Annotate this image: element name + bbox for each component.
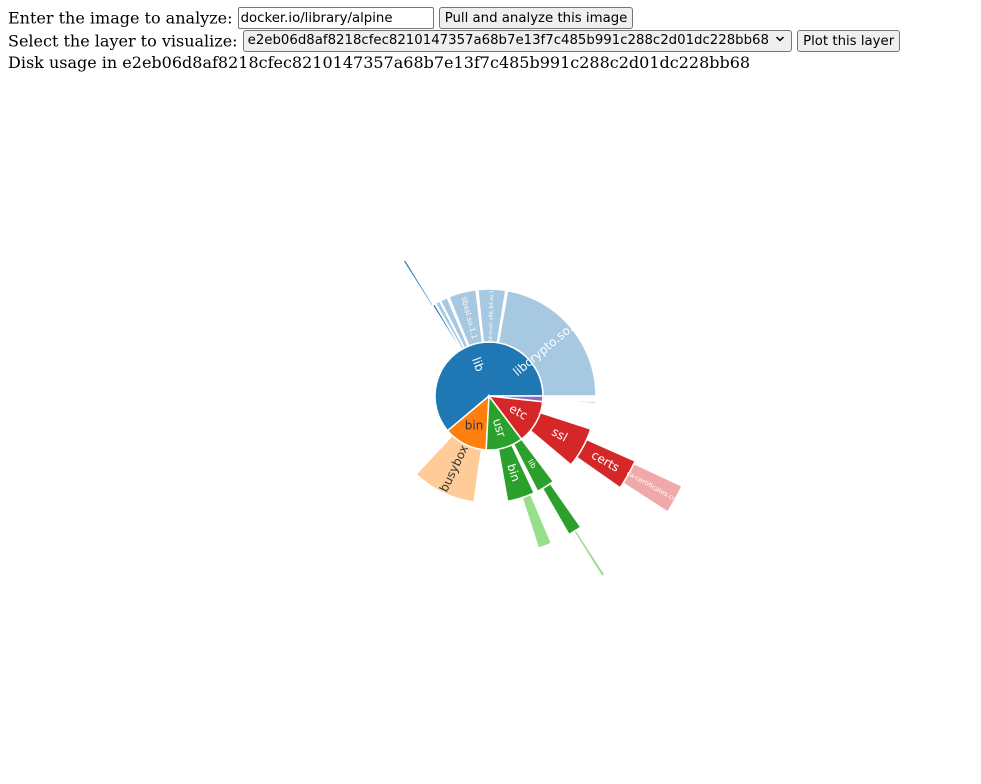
sunburst-segment-ca-certificates-crt[interactable] <box>622 462 684 514</box>
sunburst-label-usr-bin: bin <box>504 462 523 483</box>
sunburst-label-musl-libc: ld-musl-x86_64.so.1 <box>488 290 495 341</box>
layer-select-value: e2eb06d8af8218cfec8210147357a68b7e13f7c4… <box>247 33 769 48</box>
sunburst-segment-libssl-so-1-1[interactable] <box>447 288 484 347</box>
sunburst-label-bin: bin <box>465 418 484 432</box>
pull-analyze-button[interactable]: Pull and analyze this image <box>438 7 634 29</box>
sunburst-label-lib: lib <box>469 355 487 373</box>
disk-usage-title: Disk usage in e2eb06d8af8218cfec82101473… <box>8 53 751 72</box>
sunburst-segment-lib-small-1[interactable] <box>439 296 469 349</box>
image-input[interactable] <box>237 7 434 29</box>
sunburst-label-usr-lib: lib <box>526 458 539 471</box>
sunburst-segment-usr-bin-files[interactable] <box>521 493 553 550</box>
sunburst-segment-etc-small[interactable] <box>542 398 597 405</box>
layer-select[interactable]: e2eb06d8af8218cfec8210147357a68b7e13f7c4… <box>242 30 792 52</box>
chevron-down-icon <box>775 36 784 42</box>
sunburst-segment-libcrypto-so-1-1[interactable] <box>497 289 597 397</box>
sunburst-label-ssl: ssl <box>549 425 570 445</box>
sunburst-segment-busybox[interactable] <box>414 434 483 503</box>
image-row: Enter the image to analyze: Pull and ana… <box>8 7 634 29</box>
layer-label: Select the layer to visualize: <box>8 31 238 51</box>
sunburst-segment-usr-lib-files[interactable] <box>541 482 582 536</box>
plot-layer-button[interactable]: Plot this layer <box>797 30 901 52</box>
sunburst-segment-usr-lib-thin[interactable] <box>572 529 607 578</box>
sunburst-segment-lib-thin[interactable] <box>401 258 435 307</box>
layer-row: Select the layer to visualize: e2eb06d8a… <box>8 30 901 52</box>
sunburst-segment-musl-libc[interactable] <box>476 288 507 344</box>
sunburst-label-usr: usr <box>490 417 509 439</box>
image-label: Enter the image to analyze: <box>8 8 233 28</box>
